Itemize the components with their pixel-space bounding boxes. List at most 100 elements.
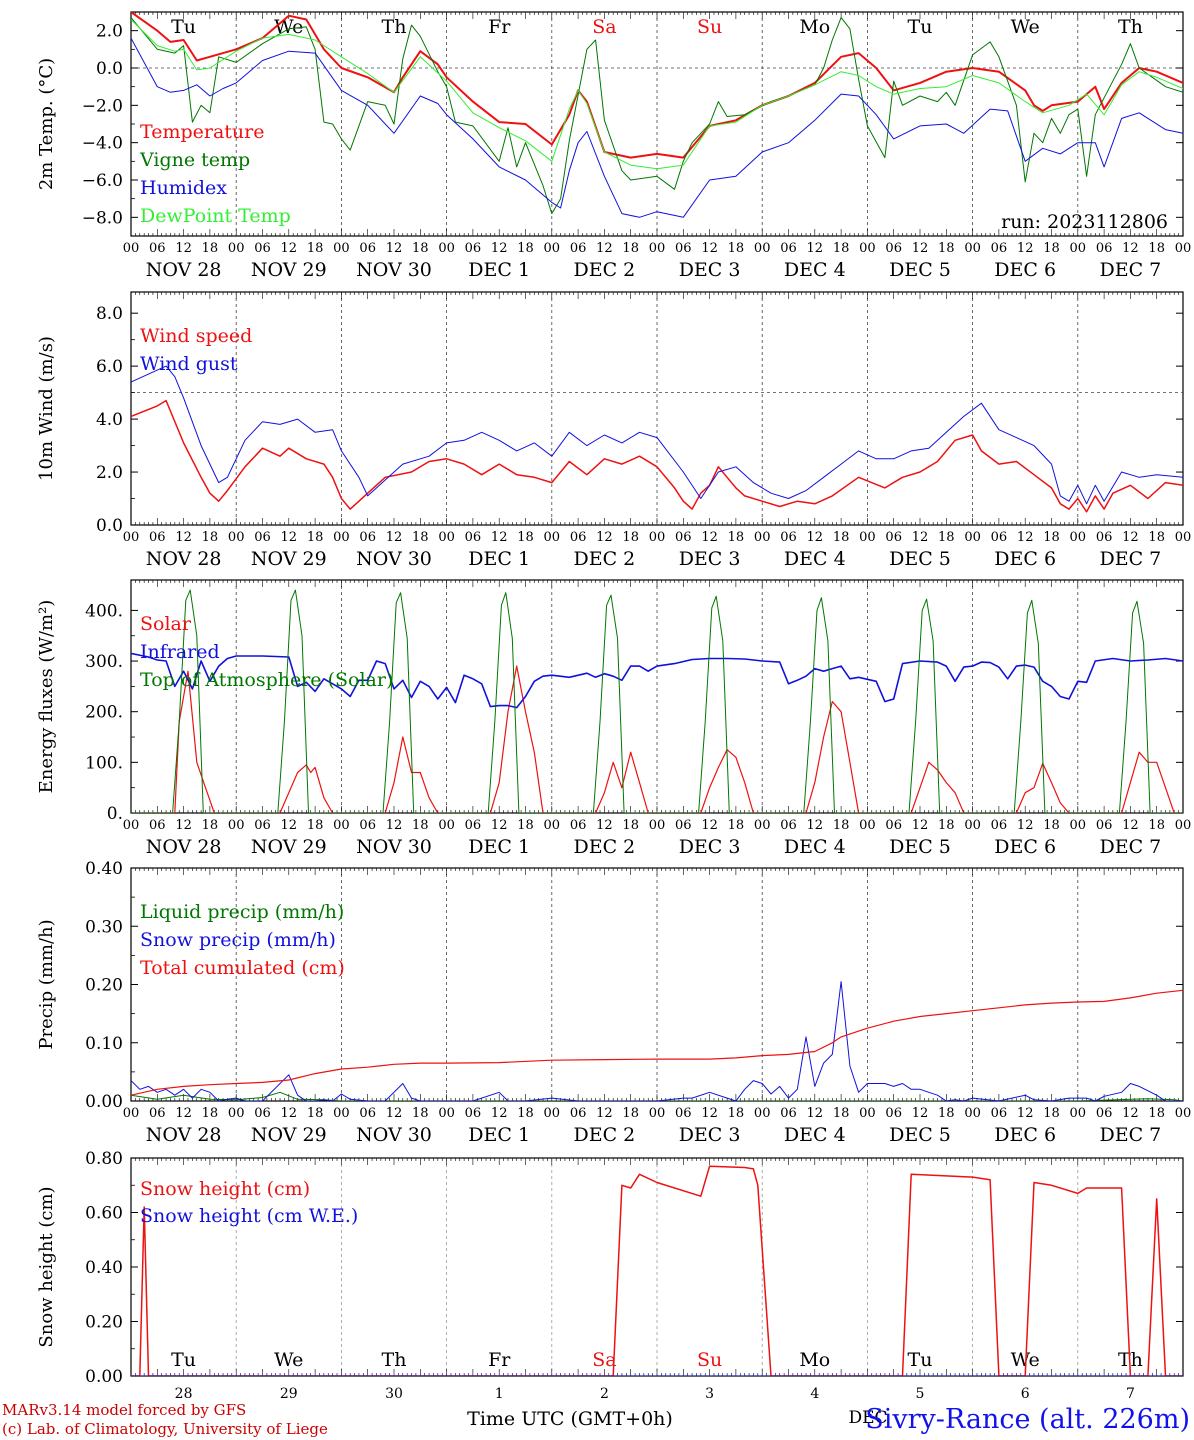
hour-tick-label: 06: [465, 1106, 482, 1121]
date-label: DEC 4: [784, 548, 846, 570]
weekday-label: Fr: [488, 16, 511, 38]
hour-tick-label: 00: [228, 241, 245, 256]
weekday-label: Th: [382, 1349, 407, 1371]
hour-tick-label: 06: [675, 1106, 692, 1121]
hour-tick-label: 00: [438, 530, 455, 545]
hour-tick-label: 00: [333, 530, 350, 545]
date-label: NOV 30: [356, 836, 432, 858]
hour-tick-label: 18: [517, 530, 534, 545]
series-line-temperature: [131, 12, 1183, 159]
hour-tick-label: 00: [964, 818, 981, 833]
y-tick-label: 0.20: [85, 1313, 123, 1333]
hour-tick-label: 12: [491, 1106, 508, 1121]
weekday-label: Tu: [908, 16, 933, 38]
weekday-label: Sa: [592, 16, 616, 38]
hour-tick-label: 00: [123, 530, 140, 545]
hour-tick-label: 06: [991, 818, 1008, 833]
hour-tick-label: 00: [228, 530, 245, 545]
hour-tick-label: 12: [912, 241, 929, 256]
hour-tick-label: 18: [202, 530, 219, 545]
date-label: NOV 28: [146, 259, 222, 281]
hour-tick-label: 00: [123, 818, 140, 833]
date-label: NOV 28: [146, 836, 222, 858]
y-tick-label: 100.: [85, 753, 123, 773]
hour-tick-label: 12: [1017, 530, 1034, 545]
hour-tick-label: 12: [1017, 818, 1034, 833]
date-label: DEC 2: [574, 259, 636, 281]
hour-tick-label: 18: [307, 241, 324, 256]
hour-tick-label: 00: [544, 818, 561, 833]
hour-tick-label: 12: [1122, 241, 1139, 256]
model-credit-line: MARv3.14 model forced by GFS: [2, 1401, 246, 1419]
legend-entry: Snow height (cm): [140, 1178, 310, 1200]
weekday-label: Tu: [908, 1349, 933, 1371]
y-tick-label: 0.30: [85, 917, 123, 937]
hour-tick-label: 00: [859, 530, 876, 545]
weekday-label: Mo: [799, 1349, 830, 1371]
hour-tick-label: 12: [701, 241, 718, 256]
hour-tick-label: 12: [175, 530, 192, 545]
hour-tick-label: 18: [1043, 241, 1060, 256]
day-number-label: 29: [280, 1386, 298, 1402]
series-group: [131, 1165, 1183, 1376]
series-line-top-of-atmosphere-solar-: [131, 589, 1183, 813]
date-label: DEC 2: [574, 1124, 636, 1146]
day-number-label: 2: [600, 1386, 609, 1402]
y-tick-label: 0.40: [85, 859, 123, 879]
copyright-line: (c) Lab. of Climatology, University of L…: [2, 1420, 328, 1438]
y-tick-label: 0.60: [85, 1204, 123, 1224]
day-number-label: 6: [1021, 1386, 1030, 1402]
y-tick-label: 0.00: [85, 1367, 123, 1387]
y-tick-label: 6.0: [96, 357, 123, 377]
hour-tick-label: 18: [517, 1106, 534, 1121]
hour-tick-label: 00: [333, 1106, 350, 1121]
legend-entry: Snow height (cm W.E.): [140, 1205, 358, 1227]
hour-tick-label: 12: [491, 241, 508, 256]
hour-tick-label: 18: [1043, 1106, 1060, 1121]
date-label: DEC 5: [889, 836, 951, 858]
hour-tick-label: 12: [701, 1106, 718, 1121]
series-group: [131, 589, 1183, 813]
series-group: [131, 12, 1183, 218]
hour-tick-label: 18: [1043, 530, 1060, 545]
hour-tick-label: 00: [1070, 241, 1087, 256]
hour-tick-label: 00: [333, 818, 350, 833]
date-label: DEC 3: [679, 1124, 741, 1146]
y-tick-label: −2.0: [82, 96, 123, 116]
date-label: NOV 28: [146, 1124, 222, 1146]
hour-tick-label: 18: [412, 530, 429, 545]
y-tick-label: 0.0: [96, 516, 123, 536]
y-tick-label: 0.20: [85, 976, 123, 996]
hour-tick-label: 06: [359, 818, 376, 833]
date-label: DEC 6: [994, 259, 1056, 281]
hour-tick-label: 06: [465, 530, 482, 545]
hour-tick-label: 00: [544, 1106, 561, 1121]
hour-tick-label: 18: [202, 1106, 219, 1121]
hour-tick-label: 12: [596, 1106, 613, 1121]
hour-tick-label: 12: [596, 241, 613, 256]
date-label: DEC 4: [784, 836, 846, 858]
hour-tick-label: 06: [1096, 241, 1113, 256]
hour-tick-label: 06: [570, 818, 587, 833]
hour-tick-label: 12: [281, 530, 298, 545]
hour-tick-label: 18: [307, 1106, 324, 1121]
hour-tick-label: 00: [228, 818, 245, 833]
series-line-infrared: [131, 652, 1183, 709]
hour-tick-label: 18: [728, 241, 745, 256]
hour-tick-label: 00: [1175, 530, 1192, 545]
hour-tick-label: 18: [517, 241, 534, 256]
panels: −8.0 −6.0 −4.0 −2.0 0.0 2.0 2m Temp. (°C) 00 06 1…: [36, 11, 1192, 1402]
series-group: [131, 981, 1183, 1101]
hour-tick-label: 00: [123, 241, 140, 256]
day-number-label: 7: [1126, 1386, 1135, 1402]
month-label: DEC: [848, 1408, 887, 1428]
hour-tick-label: 18: [938, 530, 955, 545]
y-axis-label: Snow height (cm): [36, 1186, 57, 1347]
hour-tick-label: 06: [780, 241, 797, 256]
date-label: DEC 7: [1100, 548, 1162, 570]
hour-tick-label: 00: [859, 818, 876, 833]
date-label: NOV 30: [356, 259, 432, 281]
hour-tick-label: 06: [254, 530, 271, 545]
y-tick-label: 2.0: [96, 463, 123, 483]
hour-tick-label: 00: [964, 530, 981, 545]
